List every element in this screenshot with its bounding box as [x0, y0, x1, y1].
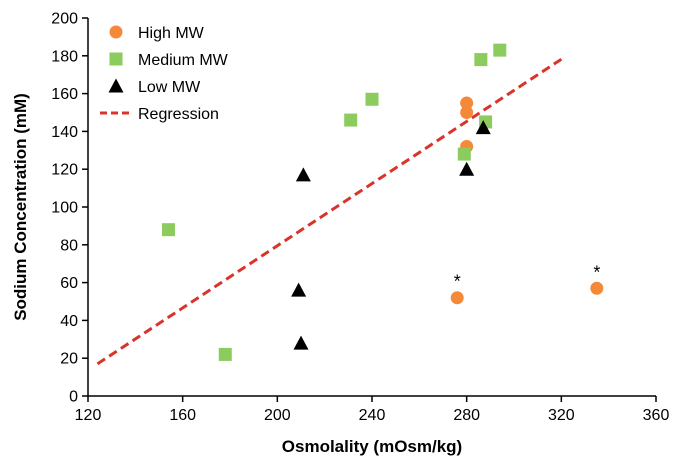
y-tick-label: 20 — [60, 351, 78, 368]
plot-area: * * — [96, 43, 604, 366]
high-mw-point — [460, 96, 474, 110]
y-tick-label: 60 — [60, 275, 78, 292]
x-tick-label: 120 — [75, 407, 102, 424]
high-mw-point — [460, 106, 474, 119]
axes: 120 160 200 240 280 320 360 0 20 40 60 80 100 120 140… — [51, 11, 669, 425]
legend-label-high-mw: High MW — [138, 25, 205, 42]
x-axis-title: Osmolality (mOsm/kg) — [282, 437, 462, 456]
high-mw-point — [450, 291, 464, 305]
medium-mw-point — [218, 347, 232, 361]
medium-mw-point — [457, 147, 471, 161]
y-tick-label: 120 — [51, 162, 78, 179]
x-tick-label: 240 — [359, 407, 386, 424]
y-tick-label: 200 — [51, 11, 78, 28]
x-axis-ticks: 120 160 200 240 280 320 360 — [75, 396, 670, 424]
asterisk-annotation: * — [454, 272, 461, 292]
y-axis-title: Sodium Concentration (mM) — [11, 93, 30, 321]
x-tick-label: 200 — [264, 407, 291, 424]
medium-mw-point — [365, 92, 379, 106]
x-tick-label: 160 — [169, 407, 196, 424]
legend: High MW Medium MW Low MW Regression — [100, 25, 229, 123]
y-tick-label: 80 — [60, 237, 78, 254]
y-axis-ticks: 0 20 40 60 80 100 120 140 160 180 200 — [51, 11, 88, 406]
y-tick-label: 140 — [51, 124, 78, 141]
low-mw-point — [293, 335, 309, 350]
y-tick-label: 0 — [69, 389, 78, 406]
low-mw-point — [291, 282, 307, 297]
y-tick-label: 100 — [51, 200, 78, 217]
medium-mw-point — [344, 113, 358, 127]
x-tick-label: 280 — [453, 407, 480, 424]
low-mw-point — [459, 161, 475, 176]
regression-line — [96, 56, 565, 366]
legend-high-mw-swatch — [109, 25, 123, 39]
asterisk-annotation: * — [593, 262, 600, 282]
y-tick-label: 180 — [51, 48, 78, 65]
high-mw-point — [590, 281, 604, 295]
legend-label-regression: Regression — [138, 106, 219, 123]
legend-low-mw-swatch — [108, 78, 124, 93]
low-mw-point — [295, 167, 311, 182]
y-tick-label: 160 — [51, 86, 78, 103]
low-mw-point — [475, 120, 491, 135]
medium-mw-point — [474, 53, 488, 67]
medium-mw-point — [161, 223, 175, 237]
legend-label-medium-mw: Medium MW — [138, 52, 229, 69]
medium-mw-point — [493, 43, 507, 57]
x-tick-label: 320 — [548, 407, 575, 424]
y-tick-label: 40 — [60, 313, 78, 330]
legend-medium-mw-swatch — [109, 52, 123, 66]
x-tick-label: 360 — [643, 407, 670, 424]
legend-label-low-mw: Low MW — [138, 79, 201, 96]
